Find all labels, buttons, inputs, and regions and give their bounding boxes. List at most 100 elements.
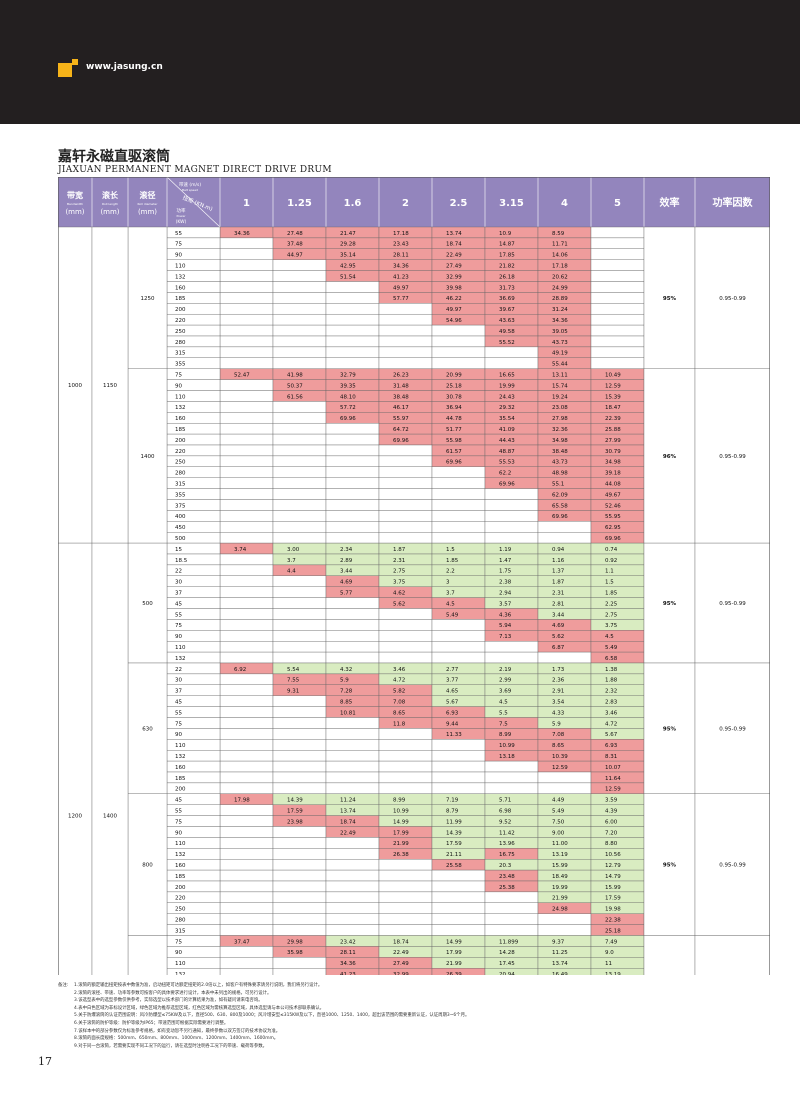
data-cell: [537, 793, 592, 805]
data-cell-value: 1.1: [605, 569, 614, 575]
data-cell-value: 69.96: [340, 416, 356, 422]
data-cell: [484, 815, 539, 827]
data-cell: [325, 521, 380, 533]
data-cell: [537, 619, 592, 631]
data-cell: [272, 924, 327, 936]
data-cell: [219, 521, 274, 533]
data-cell: [219, 444, 274, 457]
data-cell: [272, 750, 327, 762]
data-cell: [272, 641, 327, 653]
data-cell-value: 6.58: [605, 656, 618, 662]
power-factor-cell: [694, 793, 770, 936]
roll-length-cell: [91, 226, 129, 544]
data-cell-value: 2.38: [499, 580, 512, 586]
data-cell-value: 49.97: [446, 307, 462, 313]
header-background: [58, 177, 770, 227]
data-cell-value: 27.99: [605, 438, 621, 444]
data-cell: [325, 477, 380, 489]
data-cell: [325, 728, 380, 740]
data-cell: [590, 793, 645, 805]
data-cell: [219, 619, 274, 631]
data-cell-value: 39.67: [499, 307, 515, 313]
data-cell: [272, 444, 327, 457]
power-value: 185: [175, 874, 186, 880]
header-roll_diameter-unit: (mm): [138, 208, 157, 216]
data-cell: [325, 913, 380, 925]
data-cell-value: 51.54: [340, 274, 356, 280]
data-cell: [431, 695, 486, 707]
data-cell: [219, 542, 274, 555]
efficiency-cell: [643, 662, 696, 795]
header-belt_width-unit: (mm): [65, 208, 84, 216]
data-cell: [219, 597, 274, 609]
belt-width-value: 1000: [68, 383, 82, 389]
data-cell-value: 34.36: [552, 318, 568, 324]
data-cell: [537, 477, 592, 489]
data-cell-value: 17.59: [287, 809, 303, 815]
data-cell-value: 18.49: [552, 874, 568, 880]
data-cell: [431, 553, 486, 566]
data-cell: [431, 521, 486, 533]
data-cell: [590, 935, 645, 947]
data-cell-value: 2.91: [552, 689, 564, 695]
data-cell: [272, 859, 327, 871]
data-cell-value: 26.23: [393, 373, 409, 379]
data-cell: [431, 466, 486, 478]
data-cell: [431, 324, 486, 337]
data-cell: [325, 313, 380, 326]
data-cell: [272, 521, 327, 533]
data-cell-value: 2.25: [605, 601, 618, 607]
data-cell: [325, 466, 380, 478]
data-cell-value: 29.32: [499, 405, 515, 411]
data-cell-value: 62.09: [552, 492, 568, 498]
data-cell-value: 3.46: [393, 667, 406, 673]
data-cell: [378, 608, 433, 620]
data-cell: [590, 630, 645, 642]
data-cell: [484, 499, 539, 511]
data-cell: [272, 706, 327, 718]
data-cell: [272, 586, 327, 598]
power-value: 355: [175, 362, 186, 368]
data-cell: [325, 532, 380, 544]
data-cell-value: 0.74: [605, 547, 618, 553]
header-speed: 带速 (m/s): [179, 182, 201, 188]
notes-section: 备注: 1.滚筒的额定输出扭矩按表中数值为准，启动扭矩可达额定扭矩的2.0倍以上…: [58, 982, 770, 1050]
data-cell: [431, 869, 486, 882]
power-value: 22: [175, 667, 182, 673]
data-cell: [219, 248, 274, 260]
data-cell: [484, 728, 539, 740]
data-cell-value: 34.98: [552, 438, 568, 444]
diameter-value: 500: [142, 601, 153, 607]
logo-square: [58, 63, 72, 77]
data-cell-value: 44.78: [446, 416, 462, 422]
power-value: 200: [175, 787, 186, 793]
data-cell: [325, 630, 380, 642]
data-cell-value: 3.75: [605, 623, 618, 629]
data-cell-value: 4.72: [605, 721, 617, 727]
data-cell: [378, 869, 433, 882]
data-cell: [325, 880, 380, 893]
power-value: 250: [175, 329, 186, 335]
data-cell: [325, 292, 380, 304]
data-cell-value: 5.67: [605, 732, 618, 738]
note-line: 5.关于防爆滚筒的认证范围说明：风冷防爆型≤75KW及以下，直径500、630、…: [74, 1013, 470, 1019]
power-value: 37: [175, 591, 182, 597]
data-cell: [590, 226, 645, 239]
power-value: 185: [175, 296, 186, 302]
data-cell: [431, 586, 486, 598]
data-cell: [219, 346, 274, 358]
data-cell-value: 14.06: [552, 253, 568, 259]
header-roll_length-en: Roll length: [102, 202, 118, 206]
data-cell: [484, 575, 539, 587]
data-cell-value: 13.74: [340, 809, 356, 815]
data-cell: [272, 902, 327, 914]
data-cell: [590, 695, 645, 707]
data-cell-value: 26.39: [446, 972, 462, 975]
data-cell: [484, 924, 539, 936]
data-cell: [219, 815, 274, 827]
data-cell-value: 11.64: [605, 776, 621, 782]
data-cell: [378, 521, 433, 533]
data-cell: [484, 706, 539, 718]
data-cell-value: 69.96: [446, 460, 462, 466]
data-cell: [219, 324, 274, 337]
